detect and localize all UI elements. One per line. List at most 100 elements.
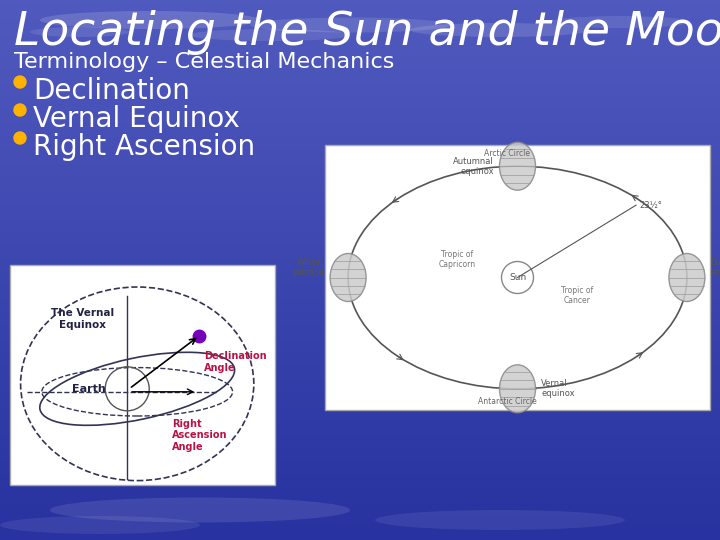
- Bar: [0, 309, 720, 313]
- Bar: [0, 399, 720, 402]
- Bar: [0, 363, 720, 367]
- Bar: [0, 26, 720, 30]
- Bar: [0, 331, 720, 335]
- Bar: [0, 326, 720, 329]
- Bar: [0, 172, 720, 176]
- Bar: [0, 288, 720, 292]
- Bar: [0, 409, 720, 413]
- Bar: [0, 488, 720, 491]
- Bar: [0, 504, 720, 508]
- Bar: [0, 137, 720, 140]
- Bar: [0, 436, 720, 440]
- Bar: [0, 93, 720, 97]
- Bar: [0, 509, 720, 513]
- Text: Declination: Declination: [33, 77, 190, 105]
- Bar: [0, 485, 720, 489]
- Bar: [0, 515, 720, 518]
- Bar: [0, 304, 720, 308]
- Ellipse shape: [50, 497, 350, 523]
- Bar: [0, 477, 720, 481]
- Bar: [0, 496, 720, 500]
- Bar: [0, 480, 720, 483]
- Bar: [0, 31, 720, 35]
- Bar: [0, 380, 720, 383]
- Bar: [0, 72, 720, 76]
- Bar: [0, 85, 720, 89]
- Bar: [0, 66, 720, 70]
- Ellipse shape: [550, 16, 690, 28]
- Bar: [0, 382, 720, 386]
- Text: Vernal
equinox: Vernal equinox: [541, 379, 575, 399]
- Bar: [0, 88, 720, 92]
- Bar: [0, 21, 720, 24]
- Bar: [0, 293, 720, 297]
- Bar: [0, 428, 720, 432]
- Bar: [0, 120, 720, 124]
- Bar: [0, 177, 720, 181]
- Bar: [0, 307, 720, 310]
- Bar: [0, 4, 720, 8]
- Bar: [0, 77, 720, 81]
- Ellipse shape: [0, 516, 200, 534]
- Ellipse shape: [375, 510, 625, 530]
- Bar: [0, 29, 720, 32]
- Text: Terminology – Celestial Mechanics: Terminology – Celestial Mechanics: [14, 52, 395, 72]
- Bar: [0, 372, 720, 375]
- Bar: [0, 258, 720, 262]
- Bar: [0, 180, 720, 184]
- Bar: [0, 423, 720, 427]
- Bar: [0, 80, 720, 84]
- Bar: [0, 129, 720, 132]
- Bar: [0, 218, 720, 221]
- Bar: [0, 264, 720, 267]
- Bar: [0, 520, 720, 524]
- Bar: [0, 353, 720, 356]
- Bar: [0, 156, 720, 159]
- Bar: [0, 291, 720, 294]
- Bar: [0, 396, 720, 400]
- Bar: [0, 142, 720, 146]
- Bar: [0, 161, 720, 165]
- Bar: [0, 166, 720, 170]
- Bar: [0, 320, 720, 324]
- Bar: [0, 50, 720, 54]
- Bar: [0, 220, 720, 224]
- Bar: [0, 285, 720, 289]
- Text: 23½°: 23½°: [639, 201, 662, 210]
- Bar: [0, 123, 720, 127]
- Bar: [0, 15, 720, 19]
- Bar: [0, 407, 720, 410]
- Ellipse shape: [500, 142, 536, 190]
- Bar: [0, 250, 720, 254]
- Ellipse shape: [190, 29, 350, 41]
- Bar: [0, 390, 720, 394]
- Bar: [0, 58, 720, 62]
- Bar: [0, 350, 720, 354]
- Bar: [0, 245, 720, 248]
- Text: Tropic of
Cancer: Tropic of Cancer: [562, 286, 593, 305]
- Bar: [0, 48, 720, 51]
- Bar: [0, 164, 720, 167]
- Bar: [0, 56, 720, 59]
- Bar: [0, 345, 720, 348]
- Bar: [0, 366, 720, 370]
- Bar: [0, 280, 720, 284]
- Bar: [0, 134, 720, 138]
- Bar: [0, 282, 720, 286]
- Bar: [0, 34, 720, 38]
- Bar: [0, 96, 720, 100]
- Bar: [0, 404, 720, 408]
- Bar: [0, 444, 720, 448]
- Bar: [0, 83, 720, 86]
- Text: Earth: Earth: [72, 384, 106, 394]
- Bar: [0, 431, 720, 435]
- Text: Arctic Circle: Arctic Circle: [485, 149, 531, 158]
- Bar: [0, 274, 720, 278]
- Bar: [0, 507, 720, 510]
- Bar: [0, 528, 720, 532]
- Bar: [0, 426, 720, 429]
- Bar: [0, 7, 720, 11]
- Bar: [0, 223, 720, 227]
- Bar: [0, 466, 720, 470]
- Bar: [0, 2, 720, 5]
